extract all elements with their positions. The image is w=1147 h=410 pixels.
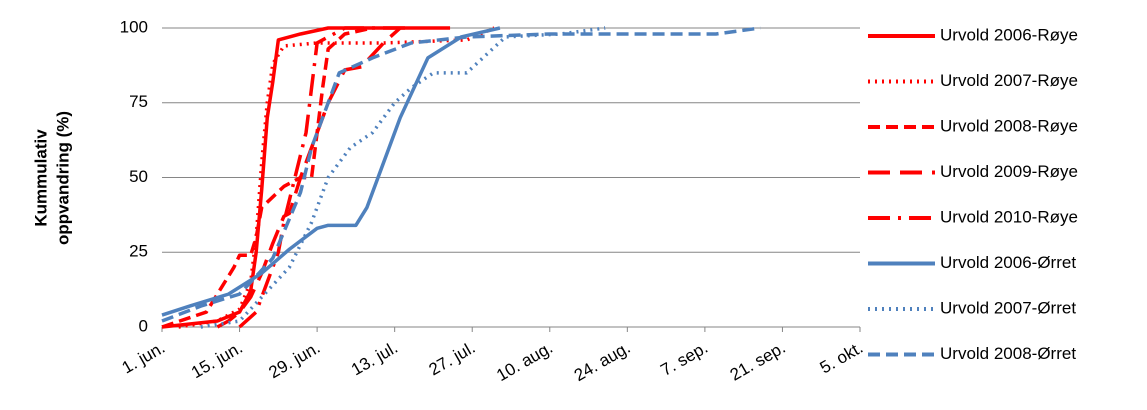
x-tick-label: 1. jun. [119,338,169,378]
legend-label: Urvold 2007-Ørret [940,298,1076,317]
series-line [200,26,606,329]
x-tick-label: 5. okt. [817,338,867,378]
series-line [161,26,451,329]
series-line [216,26,402,329]
series-line [238,26,412,329]
series-line [178,26,496,329]
legend-label: Urvold 2008-Røye [940,116,1078,135]
x-tick-label: 21. sep. [727,338,789,385]
y-tick-label: 0 [139,316,148,335]
legend-label: Urvold 2006-Ørret [940,253,1076,272]
series-line [161,26,373,329]
x-tick-label: 10. aug. [493,338,556,385]
series-line [161,26,501,317]
y-tick-label: 25 [129,242,148,261]
y-tick-label: 100 [120,17,148,36]
series-line [161,26,761,323]
x-tick-label: 29. jun. [266,338,324,382]
legend-label: Urvold 2007-Røye [940,71,1078,90]
y-axis-label: oppvandring (%) [53,111,72,245]
x-tick-label: 24. aug. [571,338,634,385]
legend-label: Urvold 2009-Røye [940,162,1078,181]
y-tick-label: 50 [129,167,148,186]
x-tick-label: 7. sep. [657,338,711,380]
x-tick-label: 27. jul. [426,338,479,380]
y-axis-label: Kummulativ [31,129,50,227]
legend-label: Urvold 2010-Røye [940,207,1078,226]
legend-label: Urvold 2006-Røye [940,25,1078,44]
x-tick-label: 13. jul. [348,338,401,380]
legend-label: Urvold 2008-Ørret [940,344,1076,363]
x-tick-label: 15. jun. [188,338,246,382]
y-tick-label: 75 [129,92,148,111]
